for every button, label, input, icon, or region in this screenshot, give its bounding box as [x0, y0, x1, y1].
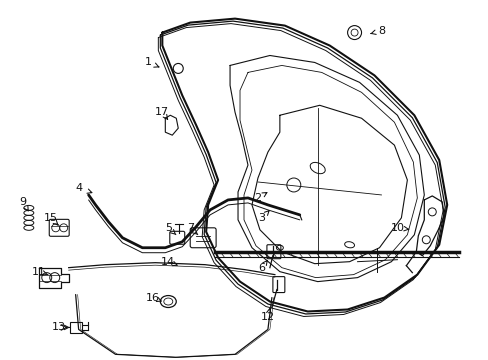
Text: 6: 6	[258, 263, 265, 273]
Text: 13: 13	[52, 323, 65, 332]
Text: 5: 5	[164, 223, 171, 233]
Text: 9: 9	[19, 197, 26, 207]
Text: 1: 1	[144, 58, 152, 67]
Text: 4: 4	[75, 183, 82, 193]
Text: 17: 17	[155, 107, 169, 117]
Text: 3: 3	[258, 213, 265, 223]
Text: 2: 2	[254, 193, 261, 203]
Text: 12: 12	[260, 312, 274, 323]
Text: 7: 7	[186, 223, 193, 233]
Text: 8: 8	[377, 26, 384, 36]
Text: 14: 14	[161, 257, 175, 267]
Text: 16: 16	[145, 293, 159, 302]
Text: 10: 10	[389, 223, 404, 233]
Text: 15: 15	[43, 213, 58, 223]
Text: 11: 11	[32, 267, 46, 276]
